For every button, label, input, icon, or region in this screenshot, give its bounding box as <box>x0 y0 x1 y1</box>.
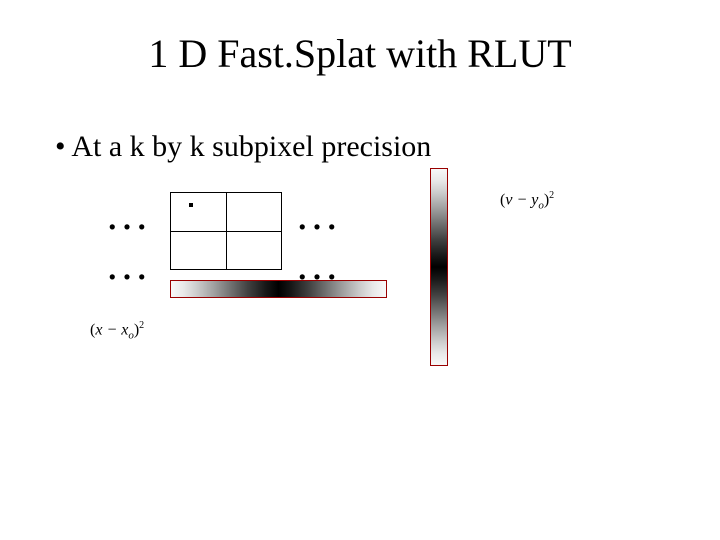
pixel-grid <box>170 192 282 270</box>
bullet-line: At a k by k subpixel precision <box>55 130 431 164</box>
horizontal-rlut-bar <box>170 280 387 298</box>
ellipsis-bottom-right: … <box>295 255 339 275</box>
ellipsis-top-left: … <box>105 205 149 225</box>
slide: 1 D Fast.Splat with RLUT At a k by k sub… <box>0 0 720 540</box>
slide-title: 1 D Fast.Splat with RLUT <box>0 30 720 77</box>
subpixel-sample-point <box>189 203 193 207</box>
formula-y: (v − yo)2 <box>500 190 554 212</box>
formula-x: (x − xo)2 <box>90 320 144 342</box>
ellipsis-bottom-left: … <box>105 255 149 275</box>
grid-hline <box>171 231 281 232</box>
ellipsis-top-right: … <box>295 205 339 225</box>
vertical-rlut-bar <box>430 168 448 366</box>
